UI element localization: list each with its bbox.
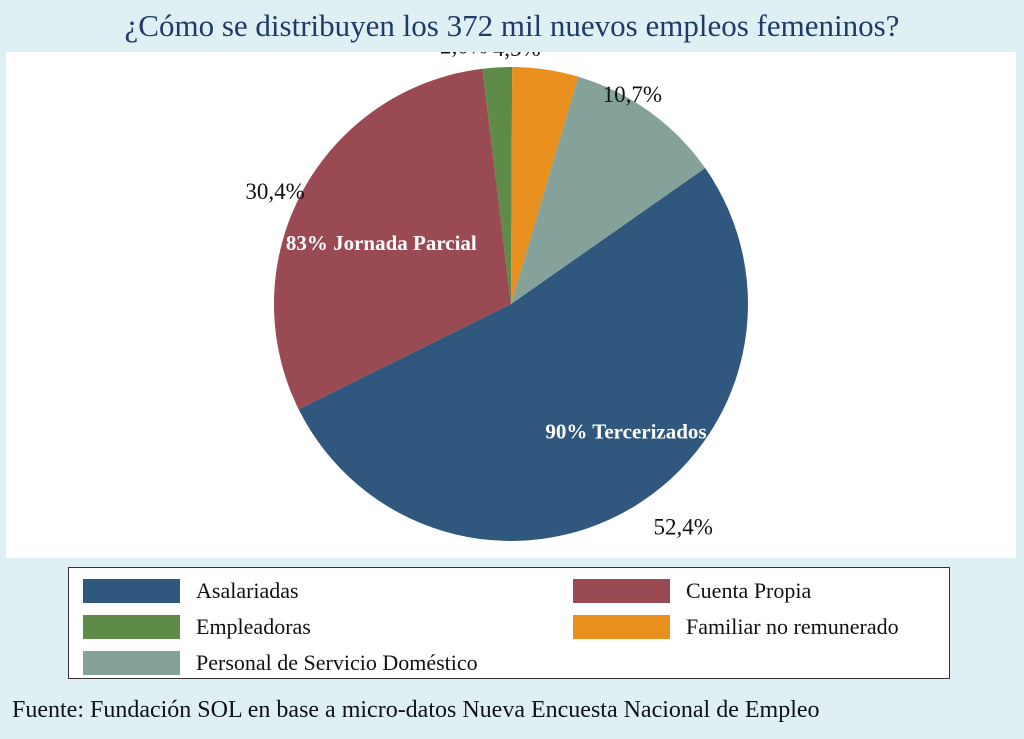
legend-label: Cuenta Propia xyxy=(686,578,812,603)
legend: Asalariadas Cuenta Propia Empleadoras Fa… xyxy=(68,567,950,679)
legend-label: Asalariadas xyxy=(196,578,299,603)
legend-swatch xyxy=(83,579,180,603)
pie-note-label: 83% Jornada Parcial xyxy=(286,231,477,255)
pie-percent-label: 2,0% xyxy=(440,52,488,58)
pie-percent-label: 30,4% xyxy=(245,179,304,204)
legend-swatch xyxy=(83,615,180,639)
pie-slice-empleadoras xyxy=(482,66,513,304)
legend-swatch xyxy=(573,579,670,603)
pie-note-label: 90% Tercerizados xyxy=(545,419,706,443)
pie-percent-label: 4,5% xyxy=(493,52,541,61)
legend-swatch xyxy=(83,651,180,675)
legend-swatch xyxy=(573,615,670,639)
legend-label: Personal de Servicio Doméstico xyxy=(196,650,478,675)
pie-percent-label: 52,4% xyxy=(653,515,712,540)
legend-item-familiar-no-remunerado: Familiar no remunerado xyxy=(573,614,899,640)
legend-item-asalariadas: Asalariadas xyxy=(83,578,299,604)
chart-title: ¿Cómo se distribuyen los 372 mil nuevos … xyxy=(124,8,900,43)
legend-item-personal-servicio-domestico: Personal de Servicio Doméstico xyxy=(83,650,478,676)
pie-percent-label: 10,7% xyxy=(603,82,662,107)
legend-item-cuenta-propia: Cuenta Propia xyxy=(573,578,811,604)
legend-item-empleadoras: Empleadoras xyxy=(83,614,311,640)
pie-slice-asalariadas xyxy=(298,168,748,541)
pie-chart: 52,4% 90% Tercerizados 30,4% 83% Jornada Pa… xyxy=(245,52,748,541)
pie-slice-familiar-no-remunerado xyxy=(511,67,579,304)
legend-label: Familiar no remunerado xyxy=(686,614,899,639)
source-note: Fuente: Fundación SOL en base a micro-da… xyxy=(12,697,820,723)
pie-slice-personal-de-servicio-doméstico xyxy=(511,76,706,305)
pie-slice-cuenta-propia xyxy=(273,68,511,410)
plot-area: 52,4% 90% Tercerizados 30,4% 83% Jornada Pa… xyxy=(6,52,1016,558)
legend-label: Empleadoras xyxy=(196,614,311,639)
